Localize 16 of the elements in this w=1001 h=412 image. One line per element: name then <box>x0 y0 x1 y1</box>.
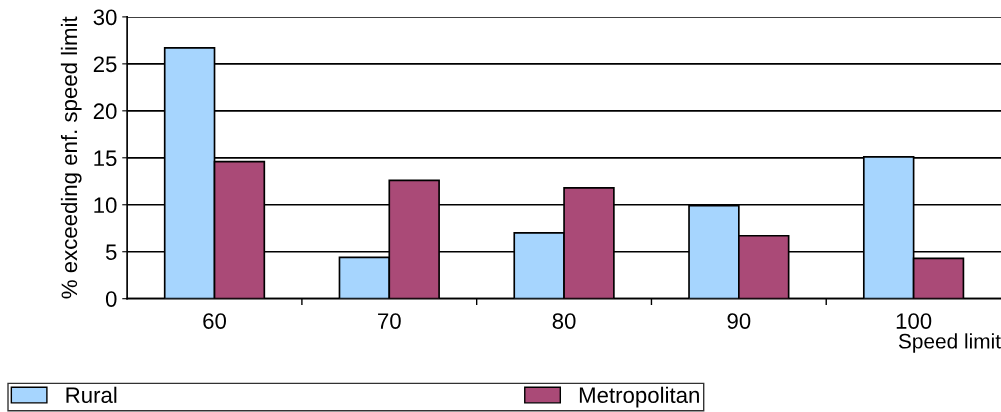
x-tick-label: 70 <box>378 313 401 329</box>
legend-label: Rural <box>66 386 117 404</box>
y-tick-label: 5 <box>105 244 117 260</box>
y-tick-label: 0 <box>105 291 117 307</box>
y-tick-label: 25 <box>93 56 117 73</box>
x-tick-label: 100 <box>896 313 932 329</box>
y-tick-label: 10 <box>94 197 117 214</box>
x-tick-label: 60 <box>203 313 227 329</box>
x-axis-title: Speed limit <box>898 333 1001 353</box>
y-tick-label: 15 <box>94 150 117 167</box>
x-tick-label: 80 <box>552 313 576 329</box>
legend-label: Metropolitan <box>579 386 699 408</box>
x-tick-label: 90 <box>727 313 751 329</box>
y-tick-label: 30 <box>93 9 117 26</box>
y-axis-title: % exceeding enf. speed limit <box>60 16 82 299</box>
y-tick-label: 20 <box>93 103 117 120</box>
